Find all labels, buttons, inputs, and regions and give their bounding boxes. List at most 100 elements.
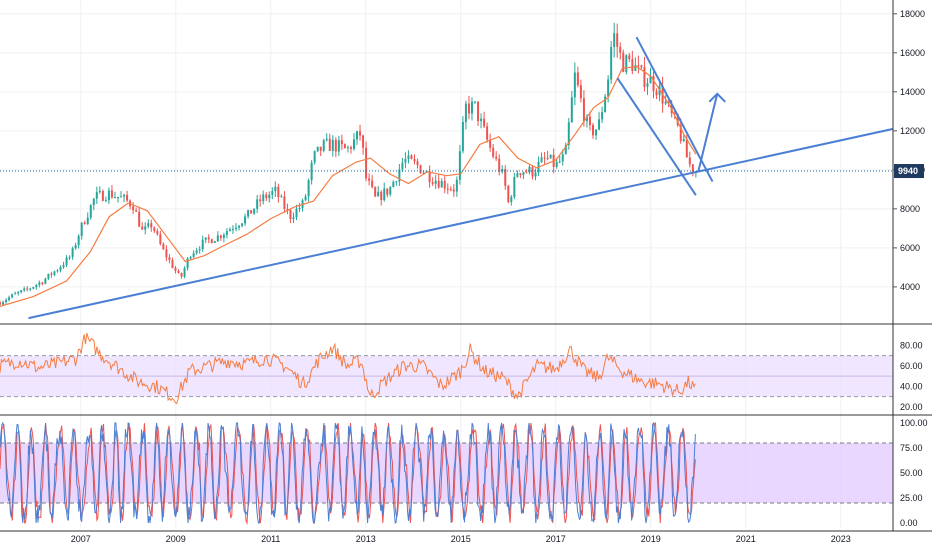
candle-body bbox=[404, 159, 407, 163]
candle-body bbox=[528, 166, 531, 173]
candle-body bbox=[452, 189, 455, 192]
candle-body bbox=[467, 103, 470, 114]
candle-body bbox=[688, 157, 691, 165]
candle-body bbox=[207, 237, 210, 240]
candle-body bbox=[646, 83, 649, 87]
trendline-1 bbox=[28, 127, 894, 320]
candle-body bbox=[570, 97, 573, 123]
candle-body bbox=[598, 119, 601, 130]
candle-body bbox=[95, 192, 98, 199]
candlestick-series bbox=[0, 22, 697, 306]
candle-body bbox=[110, 190, 113, 198]
candle-body bbox=[401, 162, 404, 170]
candle-body bbox=[434, 180, 437, 184]
candle-body bbox=[416, 161, 419, 166]
candle-body bbox=[349, 147, 352, 149]
candle-body bbox=[492, 147, 495, 157]
candle-body bbox=[489, 139, 492, 148]
candle-body bbox=[177, 270, 180, 274]
candle-body bbox=[343, 144, 346, 149]
candle-body bbox=[253, 208, 256, 214]
candle-body bbox=[74, 245, 77, 249]
candle-body bbox=[123, 194, 126, 197]
candle-body bbox=[141, 226, 144, 230]
candle-body bbox=[304, 196, 307, 201]
candle-body bbox=[604, 96, 607, 113]
candle-body bbox=[474, 101, 477, 103]
current-price-badge bbox=[894, 164, 924, 179]
candle-body bbox=[113, 197, 116, 199]
candle-body bbox=[676, 114, 679, 126]
candle-body bbox=[259, 199, 262, 202]
candle-body bbox=[371, 180, 374, 188]
candle-body bbox=[395, 181, 398, 183]
candle-body bbox=[32, 287, 35, 289]
candle-body bbox=[352, 139, 355, 149]
price-tick-label: 14000 bbox=[900, 87, 925, 97]
candle-body bbox=[365, 147, 368, 179]
candle-body bbox=[340, 140, 343, 145]
time-tick-label: 2017 bbox=[546, 534, 566, 544]
candle-body bbox=[477, 101, 480, 122]
candle-body bbox=[144, 226, 147, 230]
candle-body bbox=[20, 290, 23, 293]
candle-body bbox=[449, 189, 452, 191]
candle-body bbox=[356, 131, 359, 140]
candle-body bbox=[295, 208, 298, 218]
candle-body bbox=[238, 225, 241, 228]
stochastic-tick-label: 25.00 bbox=[900, 493, 923, 503]
rsi-axis[interactable]: 80.00 60.00 40.00 20.00 bbox=[900, 340, 923, 412]
price-axis[interactable]: 1800016000140001200010000800060004000 bbox=[893, 9, 925, 292]
candle-body bbox=[389, 186, 392, 195]
candle-body bbox=[147, 223, 150, 227]
candle-body bbox=[640, 65, 643, 68]
candle-body bbox=[368, 178, 371, 181]
candle-body bbox=[673, 113, 676, 115]
rsi-tick-label: 60.00 bbox=[900, 361, 923, 371]
candle-body bbox=[555, 161, 558, 167]
candle-body bbox=[679, 125, 682, 142]
candle-body bbox=[616, 33, 619, 47]
candle-body bbox=[120, 196, 123, 198]
candle-body bbox=[607, 79, 610, 97]
candle-body bbox=[195, 250, 198, 254]
candle-body bbox=[41, 282, 44, 284]
candle-body bbox=[319, 146, 322, 151]
candle-body bbox=[135, 210, 138, 212]
candle-body bbox=[53, 271, 56, 275]
time-axis[interactable]: 2007 2009 2011 2013 2015 2017 2019 2021 2023 bbox=[71, 534, 851, 544]
candle-body bbox=[213, 241, 216, 244]
candle-body bbox=[576, 72, 579, 86]
candle-body bbox=[428, 171, 431, 183]
candle-body bbox=[35, 284, 38, 288]
candle-body bbox=[480, 118, 483, 122]
stochastic-axis[interactable]: 100.00 75.00 50.00 25.00 0.00 bbox=[900, 418, 928, 528]
candle-body bbox=[47, 273, 50, 279]
candle-body bbox=[286, 208, 289, 210]
candle-body bbox=[407, 155, 410, 160]
candle-body bbox=[561, 154, 564, 162]
rsi-line bbox=[0, 332, 696, 405]
candle-body bbox=[62, 264, 65, 268]
candle-body bbox=[56, 270, 59, 272]
candle-body bbox=[265, 194, 268, 199]
price-tick-label: 6000 bbox=[900, 243, 920, 253]
candle-body bbox=[377, 191, 380, 197]
price-tick-label: 12000 bbox=[900, 126, 925, 136]
candle-body bbox=[564, 145, 567, 155]
candle-body bbox=[168, 257, 171, 260]
grid bbox=[0, 0, 893, 528]
candle-body bbox=[29, 288, 32, 290]
candle-body bbox=[201, 239, 204, 250]
price-tick-label: 16000 bbox=[900, 48, 925, 58]
price-tick-label: 4000 bbox=[900, 282, 920, 292]
candle-body bbox=[268, 194, 271, 199]
candle-body bbox=[241, 223, 244, 226]
candle-body bbox=[256, 199, 259, 209]
trendline-2 bbox=[635, 36, 714, 183]
current-price-marker: 9940 bbox=[0, 164, 924, 179]
candle-body bbox=[398, 169, 401, 182]
candle-body bbox=[126, 194, 129, 201]
